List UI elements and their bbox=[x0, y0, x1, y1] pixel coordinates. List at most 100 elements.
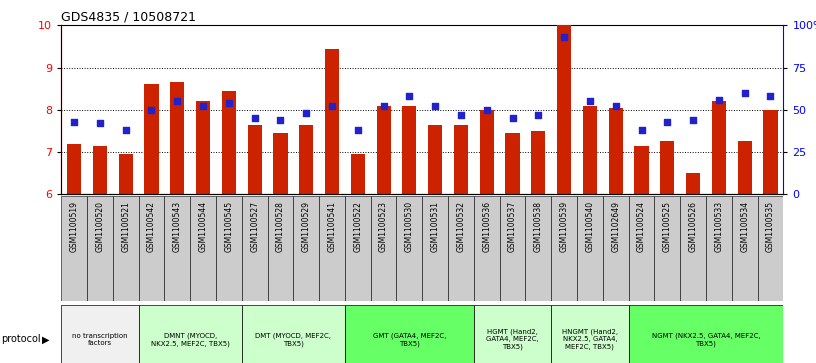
Text: GSM1100529: GSM1100529 bbox=[302, 201, 311, 252]
Point bbox=[119, 127, 132, 133]
Text: GSM1100536: GSM1100536 bbox=[482, 201, 491, 252]
Bar bbox=[171, 82, 184, 194]
Bar bbox=[247, 125, 262, 194]
Bar bbox=[139, 196, 164, 301]
Point bbox=[403, 93, 416, 99]
Point bbox=[712, 97, 725, 103]
Point bbox=[197, 103, 210, 109]
Bar bbox=[61, 196, 87, 301]
Bar bbox=[634, 146, 649, 194]
Text: GSM1100525: GSM1100525 bbox=[663, 201, 672, 252]
Bar bbox=[557, 25, 571, 194]
Text: GSM1100524: GSM1100524 bbox=[637, 201, 646, 252]
Text: GSM1100527: GSM1100527 bbox=[251, 201, 259, 252]
Bar bbox=[552, 196, 577, 301]
Bar bbox=[423, 196, 448, 301]
Point bbox=[610, 103, 623, 109]
Bar bbox=[299, 125, 313, 194]
Bar bbox=[583, 106, 597, 194]
Point bbox=[506, 115, 519, 121]
Bar bbox=[603, 196, 628, 301]
Bar bbox=[242, 196, 268, 301]
Bar bbox=[526, 196, 552, 301]
Point bbox=[222, 100, 235, 106]
Point bbox=[68, 119, 81, 125]
Bar bbox=[216, 196, 242, 301]
Point bbox=[326, 103, 339, 109]
Bar bbox=[370, 196, 397, 301]
Text: GSM1100523: GSM1100523 bbox=[379, 201, 388, 252]
Text: GSM1100530: GSM1100530 bbox=[405, 201, 414, 252]
Bar bbox=[273, 133, 287, 194]
Bar bbox=[712, 101, 726, 194]
Bar bbox=[764, 110, 778, 194]
Bar bbox=[480, 110, 494, 194]
Point bbox=[248, 115, 261, 121]
Bar bbox=[681, 196, 706, 301]
Bar bbox=[505, 133, 520, 194]
Bar bbox=[577, 196, 603, 301]
Bar bbox=[454, 125, 468, 194]
Text: GSM1100540: GSM1100540 bbox=[585, 201, 594, 252]
Bar bbox=[164, 196, 190, 301]
Text: HNGMT (Hand2,
NKX2.5, GATA4,
MEF2C, TBX5): HNGMT (Hand2, NKX2.5, GATA4, MEF2C, TBX5… bbox=[562, 329, 618, 350]
Bar bbox=[242, 305, 345, 363]
Text: GSM1100532: GSM1100532 bbox=[456, 201, 465, 252]
Point bbox=[583, 98, 596, 104]
Bar bbox=[474, 305, 552, 363]
Bar bbox=[732, 196, 757, 301]
Bar bbox=[67, 143, 81, 194]
Bar bbox=[402, 106, 416, 194]
Bar bbox=[144, 85, 158, 194]
Bar bbox=[628, 196, 654, 301]
Point bbox=[93, 121, 106, 126]
Bar bbox=[93, 146, 107, 194]
Point bbox=[635, 127, 648, 133]
Bar bbox=[319, 196, 345, 301]
Text: HGMT (Hand2,
GATA4, MEF2C,
TBX5): HGMT (Hand2, GATA4, MEF2C, TBX5) bbox=[486, 329, 539, 350]
Text: GSM1100544: GSM1100544 bbox=[198, 201, 207, 252]
Point bbox=[661, 119, 674, 125]
Bar bbox=[654, 196, 681, 301]
Text: GSM1100531: GSM1100531 bbox=[431, 201, 440, 252]
Bar bbox=[448, 196, 474, 301]
Bar bbox=[628, 305, 783, 363]
Text: GSM1100545: GSM1100545 bbox=[224, 201, 233, 252]
Text: no transcription
factors: no transcription factors bbox=[72, 333, 127, 346]
Bar bbox=[757, 196, 783, 301]
Text: GSM1100528: GSM1100528 bbox=[276, 201, 285, 252]
Bar bbox=[474, 196, 499, 301]
Point bbox=[274, 117, 287, 123]
Text: GSM1100541: GSM1100541 bbox=[327, 201, 336, 252]
Bar bbox=[293, 196, 319, 301]
Text: GSM1100520: GSM1100520 bbox=[95, 201, 104, 252]
Text: protocol: protocol bbox=[1, 334, 41, 344]
Bar bbox=[609, 108, 623, 194]
Bar bbox=[397, 196, 423, 301]
Bar bbox=[552, 305, 628, 363]
Text: NGMT (NKX2.5, GATA4, MEF2C,
TBX5): NGMT (NKX2.5, GATA4, MEF2C, TBX5) bbox=[652, 332, 761, 347]
Text: DMNT (MYOCD,
NKX2.5, MEF2C, TBX5): DMNT (MYOCD, NKX2.5, MEF2C, TBX5) bbox=[151, 332, 229, 347]
Bar bbox=[87, 196, 113, 301]
Text: GSM1100543: GSM1100543 bbox=[173, 201, 182, 252]
Text: ▶: ▶ bbox=[42, 334, 50, 344]
Bar bbox=[345, 196, 370, 301]
Bar bbox=[376, 106, 391, 194]
Text: GSM1100519: GSM1100519 bbox=[69, 201, 78, 252]
Point bbox=[557, 34, 570, 40]
Point bbox=[686, 117, 699, 123]
Text: GSM1100533: GSM1100533 bbox=[714, 201, 723, 252]
Bar bbox=[738, 142, 752, 194]
Bar bbox=[345, 305, 474, 363]
Bar bbox=[118, 154, 133, 194]
Text: GSM1100535: GSM1100535 bbox=[766, 201, 775, 252]
Point bbox=[764, 93, 777, 99]
Text: GSM1102649: GSM1102649 bbox=[611, 201, 620, 252]
Point bbox=[455, 112, 468, 118]
Text: GSM1100534: GSM1100534 bbox=[740, 201, 749, 252]
Bar bbox=[61, 305, 139, 363]
Bar bbox=[499, 196, 526, 301]
Text: GSM1100521: GSM1100521 bbox=[122, 201, 131, 252]
Bar bbox=[222, 91, 236, 194]
Text: GSM1100539: GSM1100539 bbox=[560, 201, 569, 252]
